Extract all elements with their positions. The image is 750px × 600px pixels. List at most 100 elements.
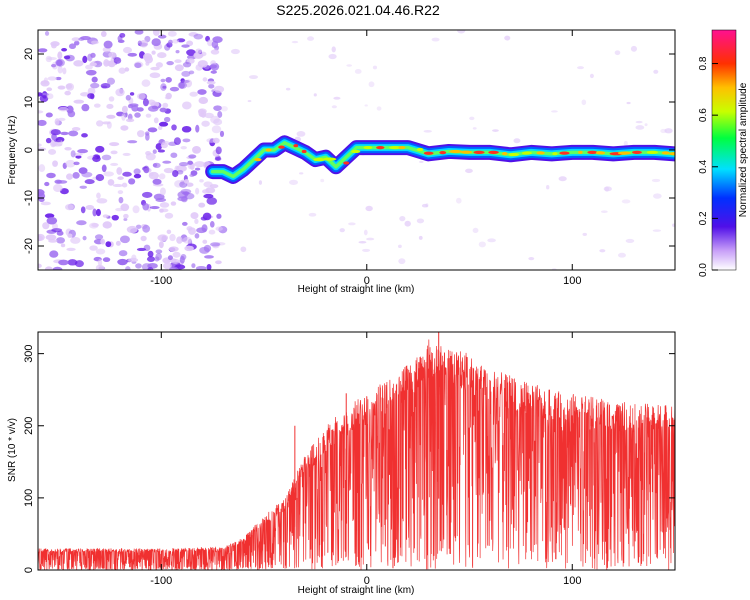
noise-speck: [651, 178, 661, 183]
noise-speck: [247, 99, 252, 103]
ridge-hotspot: [398, 146, 406, 150]
noise-speck: [91, 40, 99, 45]
noise-speck: [120, 125, 129, 131]
noise-speck: [188, 227, 196, 235]
colorbar: 0.0 0.2 0.4 0.6 0.8 Normalized spectral ampl…: [698, 29, 749, 277]
noise-speck: [652, 229, 662, 232]
noise-speck: [74, 40, 80, 46]
ridge-hotspot: [460, 150, 473, 154]
noise-speck: [363, 229, 368, 236]
noise-speck: [204, 112, 214, 119]
noise-speck: [183, 179, 190, 184]
noise-speck: [308, 212, 317, 217]
noise-speck: [57, 65, 63, 74]
noise-speck: [89, 62, 97, 67]
noise-speck: [398, 258, 406, 265]
noise-speck: [194, 167, 201, 171]
noise-speck: [182, 138, 191, 143]
noise-speck: [600, 210, 608, 214]
noise-speck: [169, 86, 180, 92]
snr-frame: [37, 331, 676, 571]
noise-speck: [87, 87, 96, 95]
noise-speck: [135, 224, 142, 229]
noise-speck: [478, 241, 486, 248]
noise-speck: [152, 149, 157, 154]
noise-speck: [48, 148, 57, 155]
noise-speck: [126, 225, 138, 234]
noise-speck: [109, 142, 120, 147]
colorbar-label: Normalized spectral amplitude: [738, 82, 749, 217]
noise-speck: [46, 87, 53, 92]
spectrogram-y-ticks: -20 -10 0 10 20: [23, 48, 675, 254]
noise-speck: [162, 102, 169, 108]
noise-speck: [186, 49, 196, 56]
spectrogram-x-ticks: -100 0 100: [150, 30, 581, 287]
noise-speck: [182, 61, 192, 68]
noise-speck: [89, 222, 99, 229]
noise-speck: [220, 105, 228, 112]
noise-speck: [122, 152, 131, 156]
noise-speck: [158, 241, 164, 249]
noise-speck: [398, 244, 402, 249]
noise-speck: [38, 110, 44, 114]
noise-speck: [51, 228, 63, 233]
noise-speck: [42, 222, 50, 230]
noise-speck: [77, 148, 88, 154]
noise-speck: [124, 266, 131, 270]
noise-speck: [551, 110, 558, 113]
noise-speck: [143, 165, 150, 174]
noise-speck: [48, 239, 58, 243]
noise-speck: [136, 247, 147, 252]
noise-speck: [199, 113, 205, 118]
noise-speck: [125, 118, 135, 123]
noise-speck: [118, 67, 126, 74]
noise-speck: [157, 234, 169, 242]
noise-speck: [170, 152, 178, 158]
noise-speck: [132, 205, 140, 214]
noise-speck: [185, 182, 194, 187]
noise-speck: [95, 174, 105, 182]
noise-speck: [168, 39, 173, 45]
noise-speck: [44, 181, 50, 187]
noise-speck: [197, 89, 207, 95]
noise-speck: [145, 153, 156, 161]
noise-speck: [195, 266, 207, 270]
noise-speck: [171, 124, 177, 131]
noise-speck: [313, 93, 317, 97]
noise-speck: [157, 52, 167, 59]
ridge-hotspot: [587, 150, 598, 154]
noise-speck: [85, 69, 97, 76]
noise-speck: [95, 264, 105, 270]
ridge-hotspot: [595, 151, 606, 155]
noise-speck: [95, 120, 104, 127]
noise-speck: [197, 108, 207, 115]
noise-speck: [120, 203, 130, 212]
noise-speck: [155, 197, 167, 202]
ridge-hotspot: [669, 152, 675, 156]
noise-speck: [599, 249, 606, 253]
noise-speck: [96, 192, 101, 199]
noise-speck: [91, 76, 98, 83]
noise-speck: [198, 96, 209, 105]
noise-speck: [240, 246, 247, 253]
noise-speck: [174, 59, 182, 63]
noise-speck: [47, 76, 58, 81]
noise-speck: [107, 179, 115, 186]
noise-speck: [291, 40, 299, 44]
noise-speck: [431, 37, 440, 42]
noise-speck: [206, 263, 212, 270]
x-tick-label: -100: [150, 575, 172, 587]
noise-speck: [147, 267, 154, 270]
noise-speck: [52, 160, 58, 167]
noise-speck: [96, 198, 108, 204]
noise-speck: [165, 92, 172, 100]
noise-speck: [58, 259, 69, 266]
noise-speck: [172, 170, 179, 178]
noise-speck: [134, 62, 142, 69]
noise-speck: [62, 67, 67, 75]
noise-speck: [630, 45, 638, 52]
noise-speck: [217, 110, 223, 118]
noise-speck: [111, 214, 119, 221]
noise-speck: [184, 245, 194, 252]
noise-speck: [110, 162, 119, 167]
